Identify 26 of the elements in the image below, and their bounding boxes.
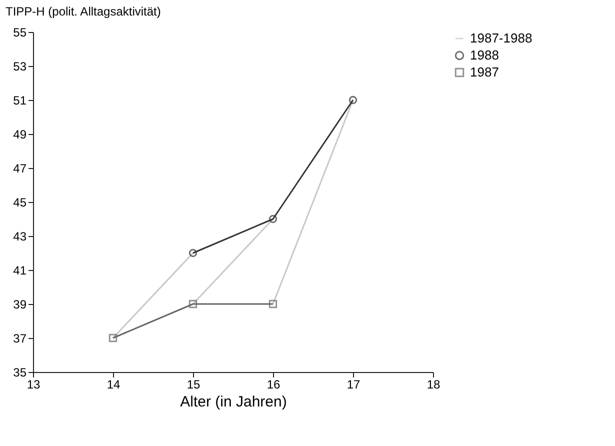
legend-label: 1988 [470,48,499,62]
y-tick-label: 43 [13,230,27,244]
legend-label: 1987 [470,64,499,80]
x-tick-label: 17 [346,378,360,392]
x-tick-label: 13 [26,378,40,392]
point [108,334,118,342]
y-tick-label: 39 [13,298,27,312]
y-axis-title: TIPP-H (polit. Alltagsaktivität) [6,4,161,18]
point [188,300,198,308]
y-tick-label: 53 [13,60,27,74]
y-tick-label: 45 [13,196,27,210]
y-tick-label: 51 [13,94,27,108]
y-tick-label: 47 [13,162,27,176]
x-axis-title: Alter (in Jahren) [180,394,287,410]
x-tick-label: 14 [106,378,120,392]
y-tick-label: 41 [13,264,27,278]
point [268,300,278,308]
point [268,214,278,224]
y-tick-label: 49 [13,128,27,142]
x-tick-label: 16 [266,378,280,392]
y-tick-label: 55 [13,26,27,40]
legend-label: 1987-1988 [470,30,532,46]
x-tick-label: 15 [186,378,200,392]
y-tick-label: 37 [13,332,27,346]
x-tick-label: 18 [426,378,440,392]
y-tick-label: 35 [13,366,27,380]
